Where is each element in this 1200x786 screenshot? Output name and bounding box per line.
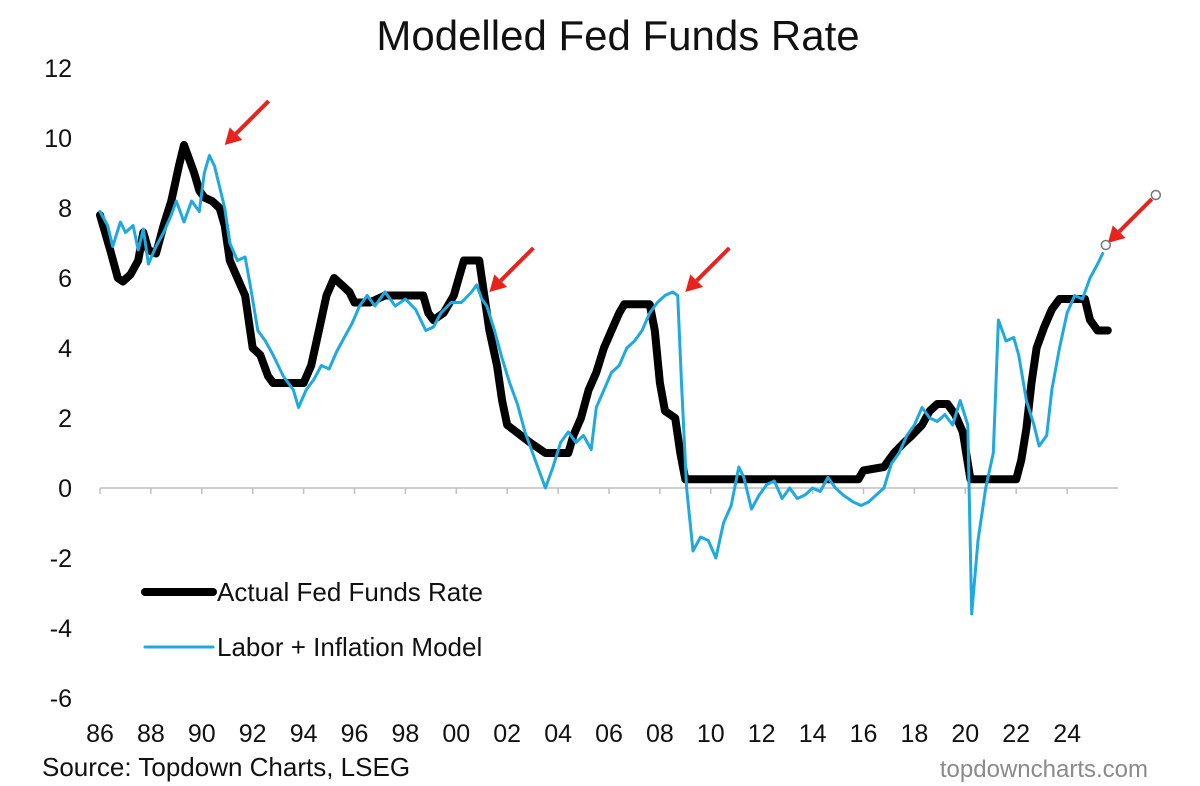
watermark: topdowncharts.com <box>939 756 1148 783</box>
annotation-arrow <box>695 246 731 283</box>
x-tick-label: 12 <box>748 720 776 748</box>
x-tick-label: 18 <box>900 720 928 748</box>
y-tick-label: 8 <box>58 195 72 223</box>
y-tick-label: 10 <box>44 125 72 153</box>
y-tick-label: 2 <box>58 405 72 433</box>
x-tick-label: 88 <box>137 720 165 748</box>
y-tick-label: -6 <box>50 685 72 713</box>
annotation-arrowhead <box>1107 225 1126 243</box>
x-tick-label: 14 <box>799 720 827 748</box>
annotation-arrowhead <box>489 274 508 292</box>
series-layer <box>96 141 1112 616</box>
annotation-arrowhead <box>224 127 243 145</box>
y-tick-label: 6 <box>58 265 72 293</box>
x-tick-label: 16 <box>850 720 878 748</box>
chart-title: Modelled Fed Funds Rate <box>376 12 860 59</box>
x-tick-label: 06 <box>595 720 623 748</box>
legend-label: Labor + Inflation Model <box>217 632 482 662</box>
x-tick-label: 98 <box>391 720 419 748</box>
x-tick-label: 04 <box>544 720 572 748</box>
x-tick-label: 86 <box>86 720 114 748</box>
y-tick-label: -4 <box>50 615 72 643</box>
source-note: Source: Topdown Charts, LSEG <box>42 752 411 782</box>
annotation-arrow <box>234 99 271 136</box>
x-tick-label: 92 <box>239 720 267 748</box>
x-tick-label: 00 <box>442 720 470 748</box>
x-tick-label: 24 <box>1053 720 1081 748</box>
legend-label: Actual Fed Funds Rate <box>217 577 483 607</box>
series-line-actual-fed-funds <box>96 141 1112 484</box>
series-line-labor-inflation-model <box>98 154 1105 616</box>
selection-handle <box>1150 189 1162 201</box>
x-tick-label: 20 <box>951 720 979 748</box>
x-tick-label: 08 <box>646 720 674 748</box>
x-tick-label: 94 <box>290 720 318 748</box>
x-tick-label: 10 <box>697 720 725 748</box>
annotation-arrow <box>1117 197 1154 234</box>
x-tick-label: 90 <box>188 720 216 748</box>
y-tick-label: 12 <box>44 55 72 83</box>
y-tick-label: 0 <box>58 475 72 503</box>
selection-handle <box>1100 239 1112 251</box>
x-tick-label: 02 <box>493 720 521 748</box>
annotation-arrowhead <box>685 274 704 292</box>
x-tick-label: 96 <box>341 720 369 748</box>
annotation-layer <box>224 99 1162 292</box>
y-tick-label: 4 <box>58 335 72 363</box>
legend: Actual Fed Funds Rate Labor + Inflation M… <box>141 577 483 662</box>
y-tick-label: -2 <box>50 545 72 573</box>
x-tick-label: 22 <box>1002 720 1030 748</box>
annotation-arrow <box>499 246 535 283</box>
